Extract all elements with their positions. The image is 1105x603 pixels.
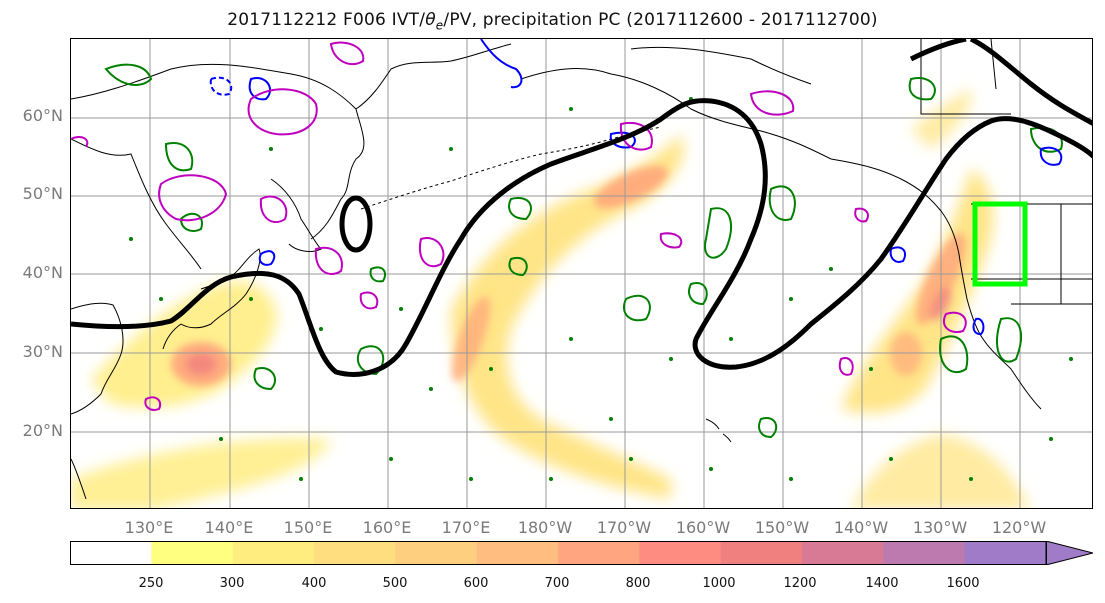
lon-label-130e: 130°E [124,518,174,537]
colorbar [70,541,1093,565]
colorbar-tick-800: 800 [625,576,651,591]
colorbar-cell [232,541,315,565]
plot-title: 2017112212 F006 IVT/θe/PV, precipitation… [227,10,878,33]
lon-label-120w: 120°W [991,518,1047,537]
map-canvas [71,39,1092,508]
colorbar-cells [70,541,1047,565]
colorbar-cell [964,541,1047,565]
lon-label-150w: 150°W [754,518,810,537]
colorbar-tick-700: 700 [544,576,570,591]
ivt-contour-north [909,39,1092,126]
colorbar-cell [314,541,396,565]
colorbar-tick-400: 400 [301,576,327,591]
map-panel [70,38,1093,509]
colorbar-cell [70,541,152,565]
colorbar-cell [558,541,640,565]
lat-label-50n: 50°N [22,184,63,203]
lon-label-170e: 170°E [441,518,491,537]
colorbar-tick-1400: 1400 [865,576,899,591]
lon-label-140e: 140°E [204,518,254,537]
ivt-band-east [841,169,994,413]
lon-label-160e: 160°E [362,518,412,537]
lat-label-30n: 30°N [22,342,63,361]
colorbar-cell [151,541,234,565]
ivt-band-south [71,438,331,508]
lon-label-130w: 130°W [912,518,968,537]
lon-label-140w: 140°W [833,518,889,537]
ivt-core-shading [171,165,966,386]
lat-label-20n: 20°N [22,421,63,440]
pv-dots [129,97,1073,481]
lon-label-180w: 180°W [517,518,573,537]
colorbar-tick-250: 250 [138,576,164,591]
ivt-band-west [91,281,277,408]
ivt-contour [71,98,1092,377]
lon-label-160w: 160°W [675,518,731,537]
lat-label-40n: 40°N [22,263,63,282]
colorbar-cell [639,541,722,565]
colorbar-cell [883,541,966,565]
highlight-box [972,201,1028,287]
lon-label-170w: 170°W [596,518,652,537]
pv-contours-positive [104,63,1063,439]
lat-label-60n: 60°N [22,106,63,125]
colorbar-cell [802,541,884,565]
colorbar-cell [476,541,559,565]
colorbar-cell [395,541,478,565]
colorbar-tick-600: 600 [463,576,489,591]
colorbar-border [70,541,1047,565]
colorbar-tick-300: 300 [219,576,245,591]
lon-label-150e: 150°E [283,518,333,537]
colorbar-tick-1000: 1000 [702,576,736,591]
colorbar-extend-arrow [1045,541,1093,565]
colorbar-tick-1600: 1600 [946,576,980,591]
theta-e-contours [71,41,967,411]
ivt-contour-loop [339,195,373,253]
colorbar-tick-1200: 1200 [783,576,817,591]
colorbar-cell [720,541,803,565]
ivt-band-central [451,134,684,499]
colorbar-tick-500: 500 [382,576,408,591]
